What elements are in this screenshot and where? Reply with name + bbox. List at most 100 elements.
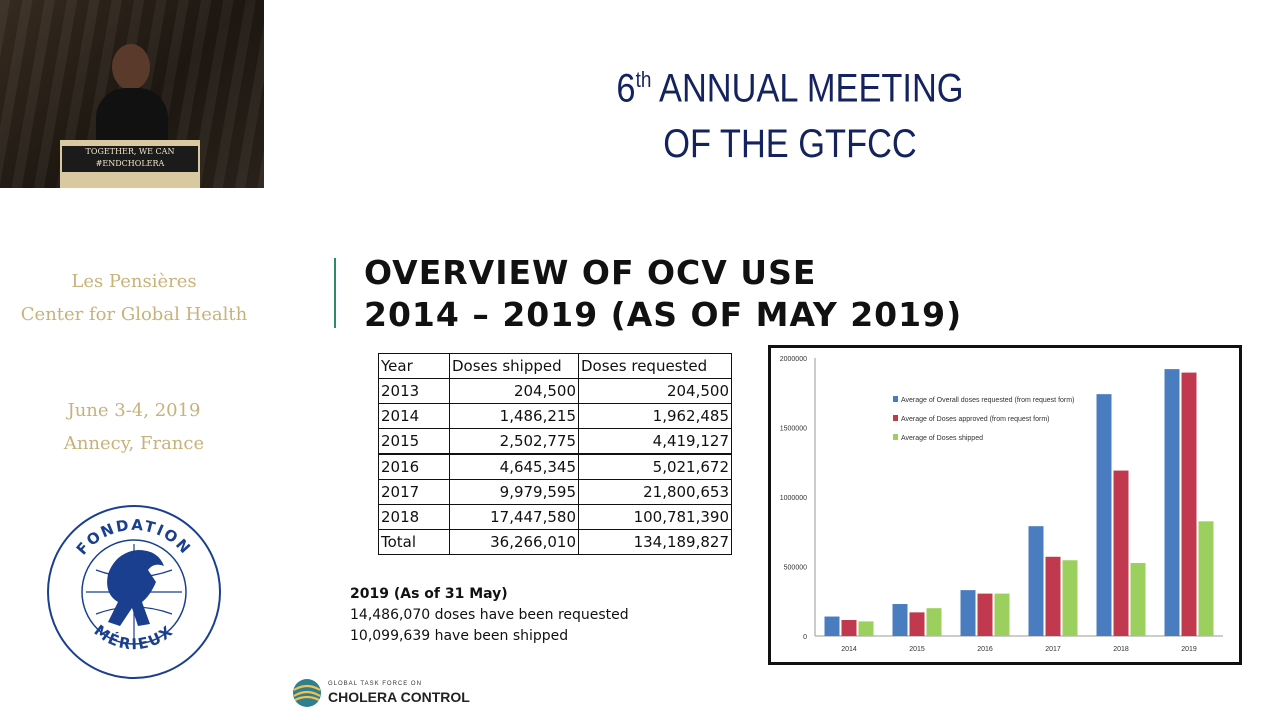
bar [841, 620, 857, 636]
gtfcc-big-text: CHOLERA CONTROL [328, 689, 470, 705]
legend-swatch [893, 415, 898, 421]
y-tick-label: 500000 [784, 565, 807, 572]
slide-title-line2: 2014 – 2019 (AS OF MAY 2019) [364, 295, 963, 334]
table-cell-shipped: 9,979,595 [449, 479, 579, 505]
table-row: 2014 1,486,215 1,962,485 [378, 403, 732, 429]
bar [892, 604, 908, 636]
bar [977, 593, 993, 636]
ocv-doses-table: Year Doses shipped Doses requested 2013 … [378, 353, 732, 555]
table-row: 2017 9,979,595 21,800,653 [378, 479, 732, 505]
table-cell-requested: 4,419,127 [578, 428, 732, 455]
bar [909, 612, 925, 636]
fondation-merieux-logo: FONDATION MÉRIEUX [47, 505, 221, 679]
event-date: June 3-4, 2019 [67, 400, 201, 421]
table-cell-year: 2014 [378, 403, 450, 429]
bar [1181, 372, 1197, 636]
table-row: 2016 4,645,345 5,021,672 [378, 453, 732, 480]
meeting-title-line1: 6th ANNUAL MEETING [592, 52, 988, 116]
table-cell-shipped: 4,645,345 [449, 453, 579, 480]
meeting-number-suffix: th [635, 67, 652, 92]
podium-sign: TOGETHER, WE CAN #ENDCHOLERA [62, 146, 198, 172]
bar [1198, 521, 1214, 636]
bar [1028, 526, 1044, 636]
event-place: Annecy, France [63, 433, 205, 454]
meeting-title: 6th ANNUAL MEETING OF THE GTFCC [592, 52, 988, 172]
y-tick-label: 1000000 [780, 495, 807, 502]
table-cell-year: 2015 [378, 428, 450, 455]
x-tick-label: 2016 [977, 646, 993, 653]
table-cell-requested: 204,500 [578, 378, 732, 404]
event-info: June 3-4, 2019 Annecy, France [0, 394, 268, 460]
table-cell-shipped: 1,486,215 [449, 403, 579, 429]
bar [1164, 369, 1180, 636]
legend-label: Average of Doses shipped [901, 435, 983, 442]
table-cell-shipped: 17,447,580 [449, 504, 579, 530]
note-heading: 2019 (As of 31 May) [350, 586, 508, 602]
table-total-row: Total 36,266,010 134,189,827 [378, 529, 732, 555]
table-header-row: Year Doses shipped Doses requested [378, 353, 732, 379]
table-cell-requested: 100,781,390 [578, 504, 732, 530]
table-cell-shipped: 204,500 [449, 378, 579, 404]
table-header-shipped: Doses shipped [449, 353, 579, 379]
x-tick-label: 2015 [909, 646, 925, 653]
x-tick-label: 2014 [841, 646, 857, 653]
table-cell-requested: 21,800,653 [578, 479, 732, 505]
ocv-bar-chart: 0 500000 1000000 1500000 2000000 2014 2015 2016… [780, 356, 1223, 653]
meeting-title-line2: OF THE GTFCC [663, 122, 917, 167]
table-cell-requested: 134,189,827 [578, 529, 732, 555]
bar [858, 621, 874, 636]
table-cell-year: 2017 [378, 479, 450, 505]
table-cell-year: 2016 [378, 453, 450, 480]
note-requested: 14,486,070 doses have been requested [350, 607, 629, 623]
title-accent-bar [334, 258, 336, 328]
table-header-year: Year [378, 353, 450, 379]
slide-title-line1: OVERVIEW OF OCV USE [364, 253, 817, 292]
table-row: 2018 17,447,580 100,781,390 [378, 504, 732, 530]
bar [1130, 563, 1146, 636]
table-cell-year: Total [378, 529, 450, 555]
y-tick-label: 0 [803, 634, 807, 641]
table-cell-requested: 1,962,485 [578, 403, 732, 429]
podium-sign-line2: #ENDCHOLERA [95, 159, 165, 168]
x-tick-label: 2018 [1113, 646, 1129, 653]
bar [1096, 394, 1112, 636]
y-tick-label: 1500000 [780, 426, 807, 433]
speaker-head [112, 44, 150, 90]
bar [824, 616, 840, 636]
bar [960, 590, 976, 636]
x-tick-label: 2019 [1181, 646, 1197, 653]
note-2019: 2019 (As of 31 May) 14,486,070 doses hav… [350, 584, 629, 647]
org-name-line2: Center for Global Health [20, 304, 248, 325]
bar [926, 608, 942, 636]
bar [994, 593, 1010, 636]
bar [1062, 560, 1078, 636]
table-header-requested: Doses requested [578, 353, 732, 379]
table-cell-shipped: 36,266,010 [449, 529, 579, 555]
table-cell-year: 2013 [378, 378, 450, 404]
org-name-line1: Les Pensières [71, 271, 197, 292]
table-cell-year: 2018 [378, 504, 450, 530]
table-row: 2015 2,502,775 4,419,127 [378, 428, 732, 455]
legend-label: Average of Doses approved (from request … [901, 416, 1050, 423]
legend-swatch [893, 396, 898, 402]
legend-swatch [893, 434, 898, 440]
podium-sign-line1: TOGETHER, WE CAN [85, 147, 175, 156]
meeting-title-rest: ANNUAL MEETING [651, 66, 964, 111]
table-cell-shipped: 2,502,775 [449, 428, 579, 455]
table-cell-requested: 5,021,672 [578, 453, 732, 480]
gtfcc-globe-icon [293, 679, 321, 707]
bar [1113, 470, 1129, 636]
org-name: Les Pensières Center for Global Health [0, 265, 268, 331]
table-row: 2013 204,500 204,500 [378, 378, 732, 404]
note-shipped: 10,099,639 have been shipped [350, 628, 569, 644]
legend-label: Average of Overall doses requested (from… [901, 397, 1074, 404]
meeting-number: 6 [616, 66, 636, 111]
bar [1045, 556, 1061, 636]
y-tick-label: 2000000 [780, 356, 807, 363]
x-tick-label: 2017 [1045, 646, 1061, 653]
speaker-body [96, 88, 168, 148]
slide-title: OVERVIEW OF OCV USE 2014 – 2019 (AS OF M… [364, 252, 962, 336]
speaker-video: TOGETHER, WE CAN #ENDCHOLERA [0, 0, 264, 188]
chart-frame: 0 500000 1000000 1500000 2000000 2014 2015 2016… [768, 345, 1242, 665]
gtfcc-small-text: GLOBAL TASK FORCE ON [328, 681, 422, 687]
